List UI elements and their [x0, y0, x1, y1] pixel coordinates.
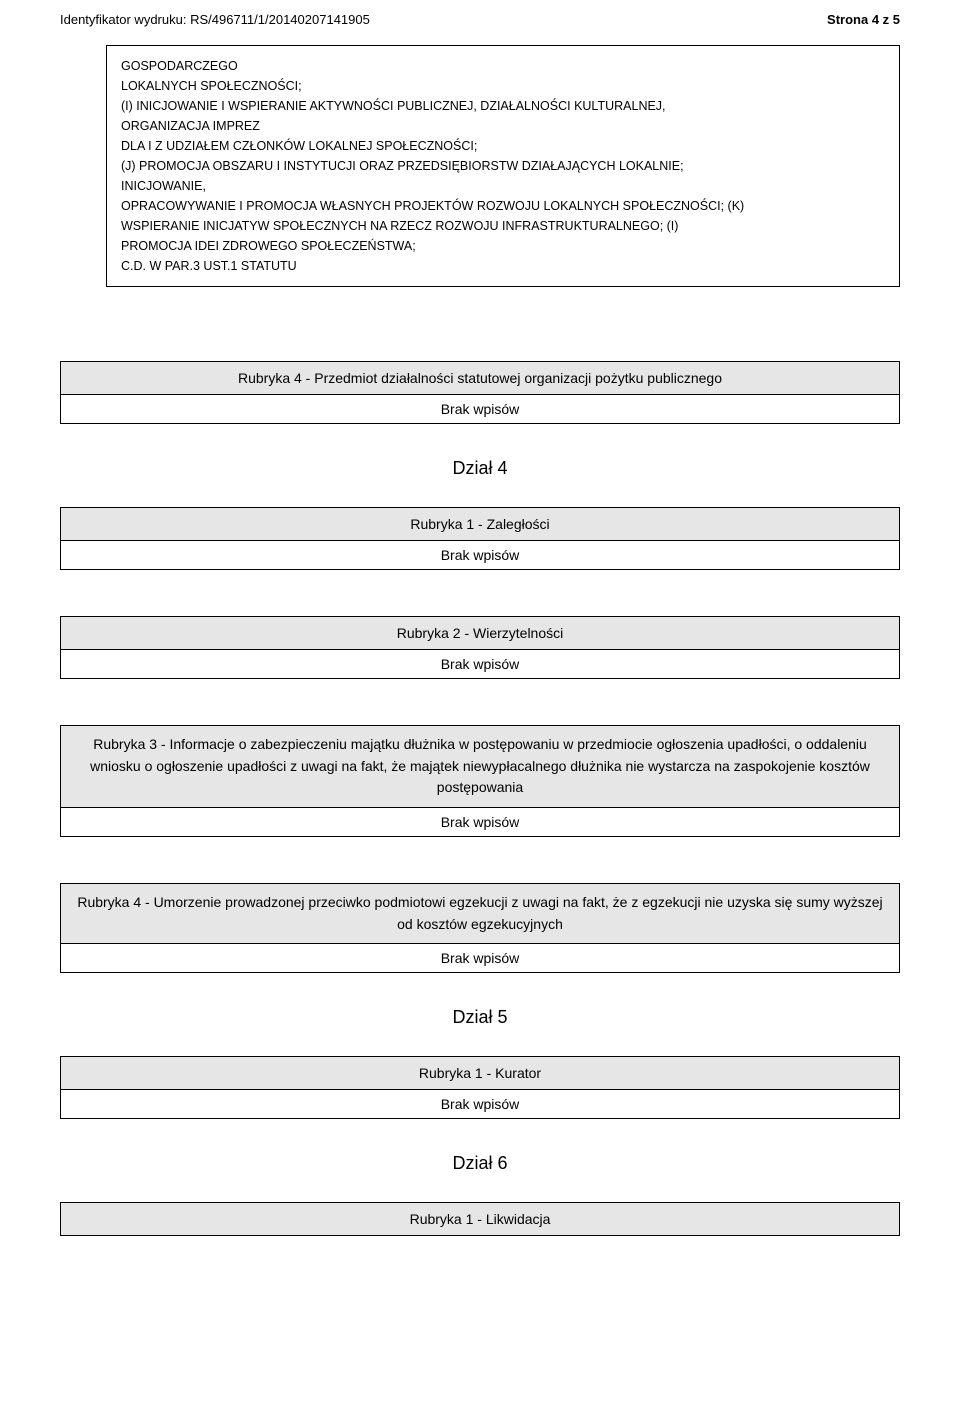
dzial-heading: Dział 5 [60, 1007, 900, 1028]
spacer [60, 570, 900, 616]
brak-row: Brak wpisów [60, 650, 900, 679]
spacer [60, 679, 900, 725]
rubryka-heading: Rubryka 3 - Informacje o zabezpieczeniu … [60, 725, 900, 808]
rubryka-heading: Rubryka 1 - Likwidacja [60, 1202, 900, 1236]
dzial-heading: Dział 6 [60, 1153, 900, 1174]
box-line: C.D. W PAR.3 UST.1 STATUTU [121, 256, 885, 276]
spacer [60, 837, 900, 883]
rubryka-title: Rubryka 1 - Kurator [419, 1065, 541, 1081]
box-line: LOKALNYCH SPOŁECZNOŚCI; [121, 76, 885, 96]
page-number: Strona 4 z 5 [827, 12, 900, 27]
box-line: (I) INICJOWANIE I WSPIERANIE AKTYWNOŚCI … [121, 96, 885, 116]
brak-row: Brak wpisów [60, 944, 900, 973]
brak-row: Brak wpisów [60, 541, 900, 570]
box-line: INICJOWANIE, [121, 176, 885, 196]
rubryka-title: Rubryka 3 - Informacje o zabezpieczeniu … [90, 736, 870, 795]
print-identifier: Identyfikator wydruku: RS/496711/1/20140… [60, 12, 370, 27]
box-line: WSPIERANIE INICJATYW SPOŁECZNYCH NA RZEC… [121, 216, 885, 236]
spacer [60, 293, 900, 361]
rubryka-title: Rubryka 1 - Zaległości [410, 516, 549, 532]
rubryka-title: Rubryka 1 - Likwidacja [410, 1211, 551, 1227]
rubryka-heading: Rubryka 4 - Przedmiot działalności statu… [60, 361, 900, 395]
rubryka-title: Rubryka 4 - Przedmiot działalności statu… [238, 370, 722, 386]
rubryka-title: Rubryka 4 - Umorzenie prowadzonej przeci… [77, 894, 882, 932]
document-page: Identyfikator wydruku: RS/496711/1/20140… [0, 0, 960, 1266]
rubryka-heading: Rubryka 1 - Zaległości [60, 507, 900, 541]
box-line: OPRACOWYWANIE I PROMOCJA WŁASNYCH PROJEK… [121, 196, 885, 216]
box-line: GOSPODARCZEGO [121, 56, 885, 76]
brak-row: Brak wpisów [60, 395, 900, 424]
box-line: DLA I Z UDZIAŁEM CZŁONKÓW LOKALNEJ SPOŁE… [121, 136, 885, 156]
id-value: RS/496711/1/20140207141905 [190, 12, 370, 27]
dzial-heading: Dział 4 [60, 458, 900, 479]
id-label: Identyfikator wydruku: [60, 12, 186, 27]
rubryka-title: Rubryka 2 - Wierzytelności [397, 625, 564, 641]
content-box: GOSPODARCZEGO LOKALNYCH SPOŁECZNOŚCI; (I… [106, 45, 900, 287]
box-line: PROMOCJA IDEI ZDROWEGO SPOŁECZEŃSTWA; [121, 236, 885, 256]
rubryka-heading: Rubryka 4 - Umorzenie prowadzonej przeci… [60, 883, 900, 944]
box-line: (J) PROMOCJA OBSZARU I INSTYTUCJI ORAZ P… [121, 156, 885, 176]
brak-row: Brak wpisów [60, 1090, 900, 1119]
rubryka-heading: Rubryka 2 - Wierzytelności [60, 616, 900, 650]
rubryka-heading: Rubryka 1 - Kurator [60, 1056, 900, 1090]
page-header: Identyfikator wydruku: RS/496711/1/20140… [60, 12, 900, 27]
brak-row: Brak wpisów [60, 808, 900, 837]
box-line: ORGANIZACJA IMPREZ [121, 116, 885, 136]
